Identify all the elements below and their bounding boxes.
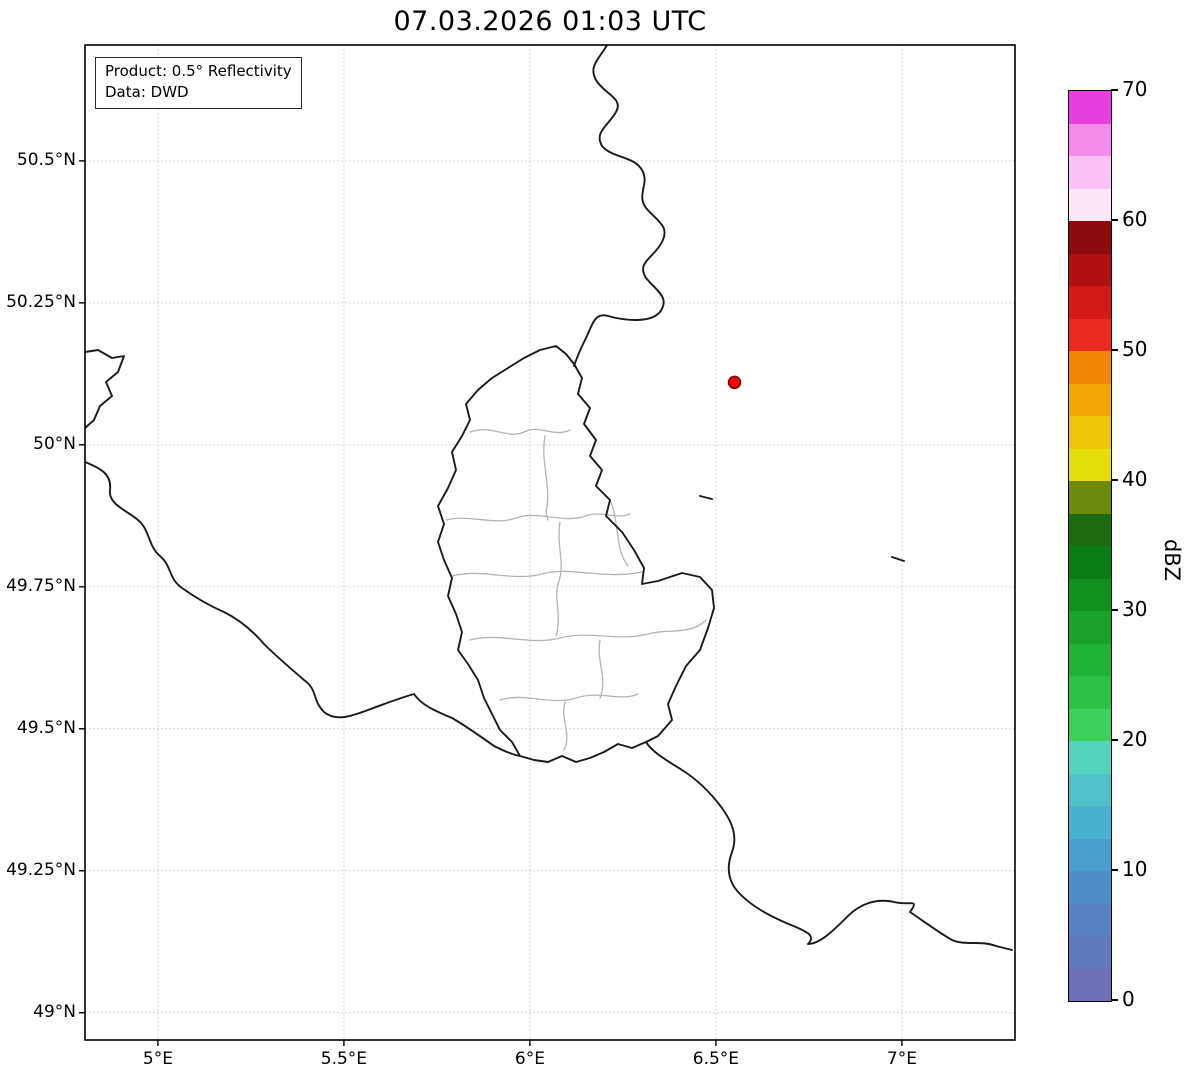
colorbar-segment	[1069, 448, 1111, 481]
colorbar-segment	[1069, 903, 1111, 936]
colorbar-segment	[1069, 871, 1111, 904]
country-border-luxembourg	[437, 345, 715, 763]
plot-title: 07.03.2026 01:03 UTC	[393, 6, 707, 37]
y-tick-label: 49.5°N	[16, 717, 76, 738]
district-border	[543, 435, 549, 521]
colorbar-tick-label: 10	[1122, 857, 1148, 881]
colorbar-segment	[1069, 351, 1111, 384]
country-border-sliver	[891, 556, 905, 562]
legend-data-line: Data: DWD	[105, 83, 189, 102]
colorbar-segment	[1069, 416, 1111, 449]
x-tick-label: 7°E	[886, 1049, 917, 1069]
district-border	[469, 619, 707, 642]
colorbar-segment	[1069, 286, 1111, 319]
gridlines	[85, 45, 1015, 1040]
colorbar-segment	[1069, 91, 1111, 124]
colorbar-segment	[1069, 708, 1111, 741]
colorbar-segment	[1069, 968, 1111, 1001]
y-tick-label: 50°N	[33, 433, 76, 454]
colorbar-segment	[1069, 741, 1111, 774]
colorbar-tick-mark	[1111, 739, 1118, 741]
legend-product-line: Product: 0.5° Reflectivity	[105, 62, 292, 80]
radar-site-marker	[727, 375, 742, 390]
country-border-sliver	[699, 495, 713, 500]
y-tick-label: 50.5°N	[16, 149, 76, 170]
y-tick-label: 49.25°N	[6, 859, 76, 880]
colorbar-segment	[1069, 611, 1111, 644]
colorbar-segment	[1069, 838, 1111, 871]
country-border-fragment	[85, 349, 125, 429]
country-border-fr-de	[645, 741, 1013, 951]
x-tick-label: 5.5°E	[320, 1049, 368, 1069]
colorbar-tick-label: 70	[1122, 77, 1148, 101]
x-tick-label: 6.5°E	[692, 1049, 740, 1069]
colorbar-segment	[1069, 156, 1111, 189]
country-border-be-de	[573, 45, 666, 367]
district-border	[469, 428, 571, 435]
colorbar-segment	[1069, 546, 1111, 579]
colorbar-segment	[1069, 936, 1111, 969]
colorbar-segment	[1069, 481, 1111, 514]
colorbar-tick-label: 50	[1122, 337, 1148, 361]
colorbar-segment	[1069, 123, 1111, 156]
y-tick-label: 50.25°N	[6, 291, 76, 312]
plot-frame	[84, 44, 1016, 1041]
colorbar-tick-mark	[1111, 479, 1118, 481]
district-border	[609, 499, 629, 567]
product-legend: Product: 0.5° Reflectivity Data: DWD	[95, 57, 302, 109]
colorbar-segment	[1069, 188, 1111, 221]
x-tick-label: 5°E	[142, 1049, 173, 1069]
colorbar-tick-mark	[1111, 869, 1118, 871]
district-border	[451, 570, 643, 578]
y-tick-label: 49°N	[33, 1001, 76, 1022]
colorbar-segment	[1069, 383, 1111, 416]
border-layer	[85, 45, 1013, 951]
colorbar-segment	[1069, 773, 1111, 806]
colorbar-segment	[1069, 253, 1111, 286]
colorbar-segment	[1069, 578, 1111, 611]
country-border-be-fr	[85, 461, 521, 757]
colorbar-segment	[1069, 221, 1111, 254]
colorbar-tick-mark	[1111, 999, 1118, 1001]
colorbar-tick-label: 40	[1122, 467, 1148, 491]
district-border	[598, 639, 604, 699]
colorbar-axis-label-text: dBZ	[1160, 538, 1184, 582]
district-border	[445, 513, 631, 522]
colorbar-tick-label: 20	[1122, 727, 1148, 751]
district-border	[555, 521, 562, 637]
colorbar	[1068, 90, 1112, 1002]
district-border	[563, 701, 568, 751]
colorbar-segment	[1069, 806, 1111, 839]
district-border	[499, 693, 639, 702]
colorbar-segment	[1069, 643, 1111, 676]
colorbar-tick-label: 60	[1122, 207, 1148, 231]
colorbar-segment	[1069, 513, 1111, 546]
colorbar-tick-mark	[1111, 609, 1118, 611]
colorbar-tick-mark	[1111, 349, 1118, 351]
colorbar-segment	[1069, 318, 1111, 351]
x-tick-label: 6°E	[514, 1049, 545, 1069]
y-tick-label: 49.75°N	[6, 575, 76, 596]
colorbar-segment	[1069, 676, 1111, 709]
colorbar-tick-label: 30	[1122, 597, 1148, 621]
axis-ticks	[79, 160, 903, 1046]
colorbar-tick-mark	[1111, 219, 1118, 221]
colorbar-tick-label: 0	[1122, 987, 1135, 1011]
colorbar-tick-mark	[1111, 89, 1118, 91]
